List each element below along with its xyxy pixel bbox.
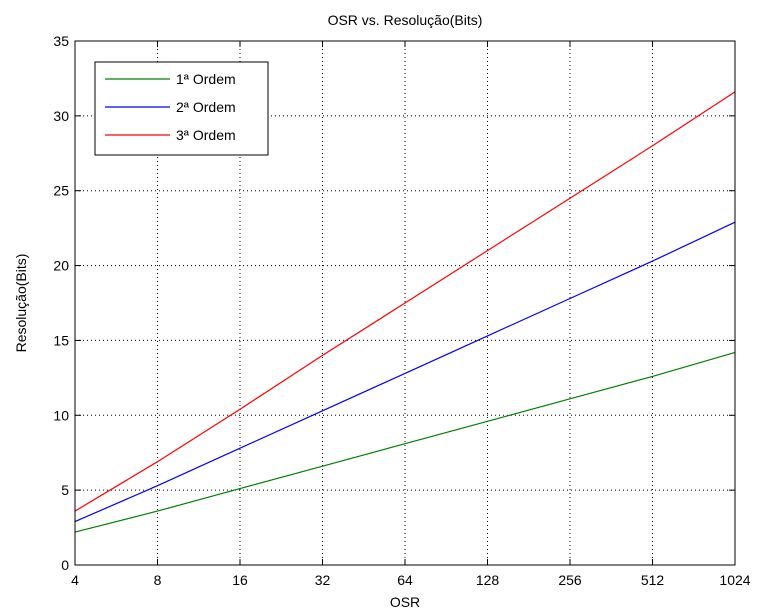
x-tick-label: 16 — [232, 572, 248, 588]
y-tick-label: 15 — [53, 332, 69, 348]
legend-entry-label: 2ª Ordem — [176, 99, 236, 115]
chart-title: OSR vs. Resolução(Bits) — [328, 12, 483, 28]
series-line — [74, 351, 736, 533]
legend: 1ª Ordem 2ª Ordem 3ª Ordem — [94, 61, 269, 156]
y-tick-label: 25 — [53, 183, 69, 199]
x-tick-label: 1024 — [719, 572, 750, 588]
x-tick-label: 512 — [641, 572, 665, 588]
series-line — [74, 221, 736, 523]
tick-marks — [74, 40, 736, 566]
y-tick-label: 0 — [61, 557, 69, 573]
y-axis-label: Resolução(Bits) — [13, 254, 29, 353]
series-group — [74, 91, 736, 533]
y-tick-label: 10 — [53, 407, 69, 423]
y-tick-label: 5 — [61, 482, 69, 498]
x-tick-labels: 4 8 16 32 64 128 256 512 1024 — [71, 572, 751, 588]
y-tick-labels: 0 5 10 15 20 25 30 35 — [53, 33, 69, 573]
x-tick-label: 8 — [154, 572, 162, 588]
series-line — [74, 91, 736, 512]
x-tick-label: 4 — [71, 572, 79, 588]
x-tick-label: 256 — [558, 572, 582, 588]
y-tick-label: 30 — [53, 108, 69, 124]
legend-entry-label: 1ª Ordem — [176, 71, 236, 87]
legend-box — [94, 61, 269, 156]
x-axis-label: OSR — [390, 594, 420, 610]
x-tick-label: 64 — [397, 572, 413, 588]
legend-entry-label: 3ª Ordem — [176, 127, 236, 143]
y-tick-label: 20 — [53, 258, 69, 274]
x-tick-label: 32 — [315, 572, 331, 588]
x-tick-label: 128 — [476, 572, 500, 588]
y-tick-label: 35 — [53, 33, 69, 49]
grid-lines — [75, 41, 735, 565]
